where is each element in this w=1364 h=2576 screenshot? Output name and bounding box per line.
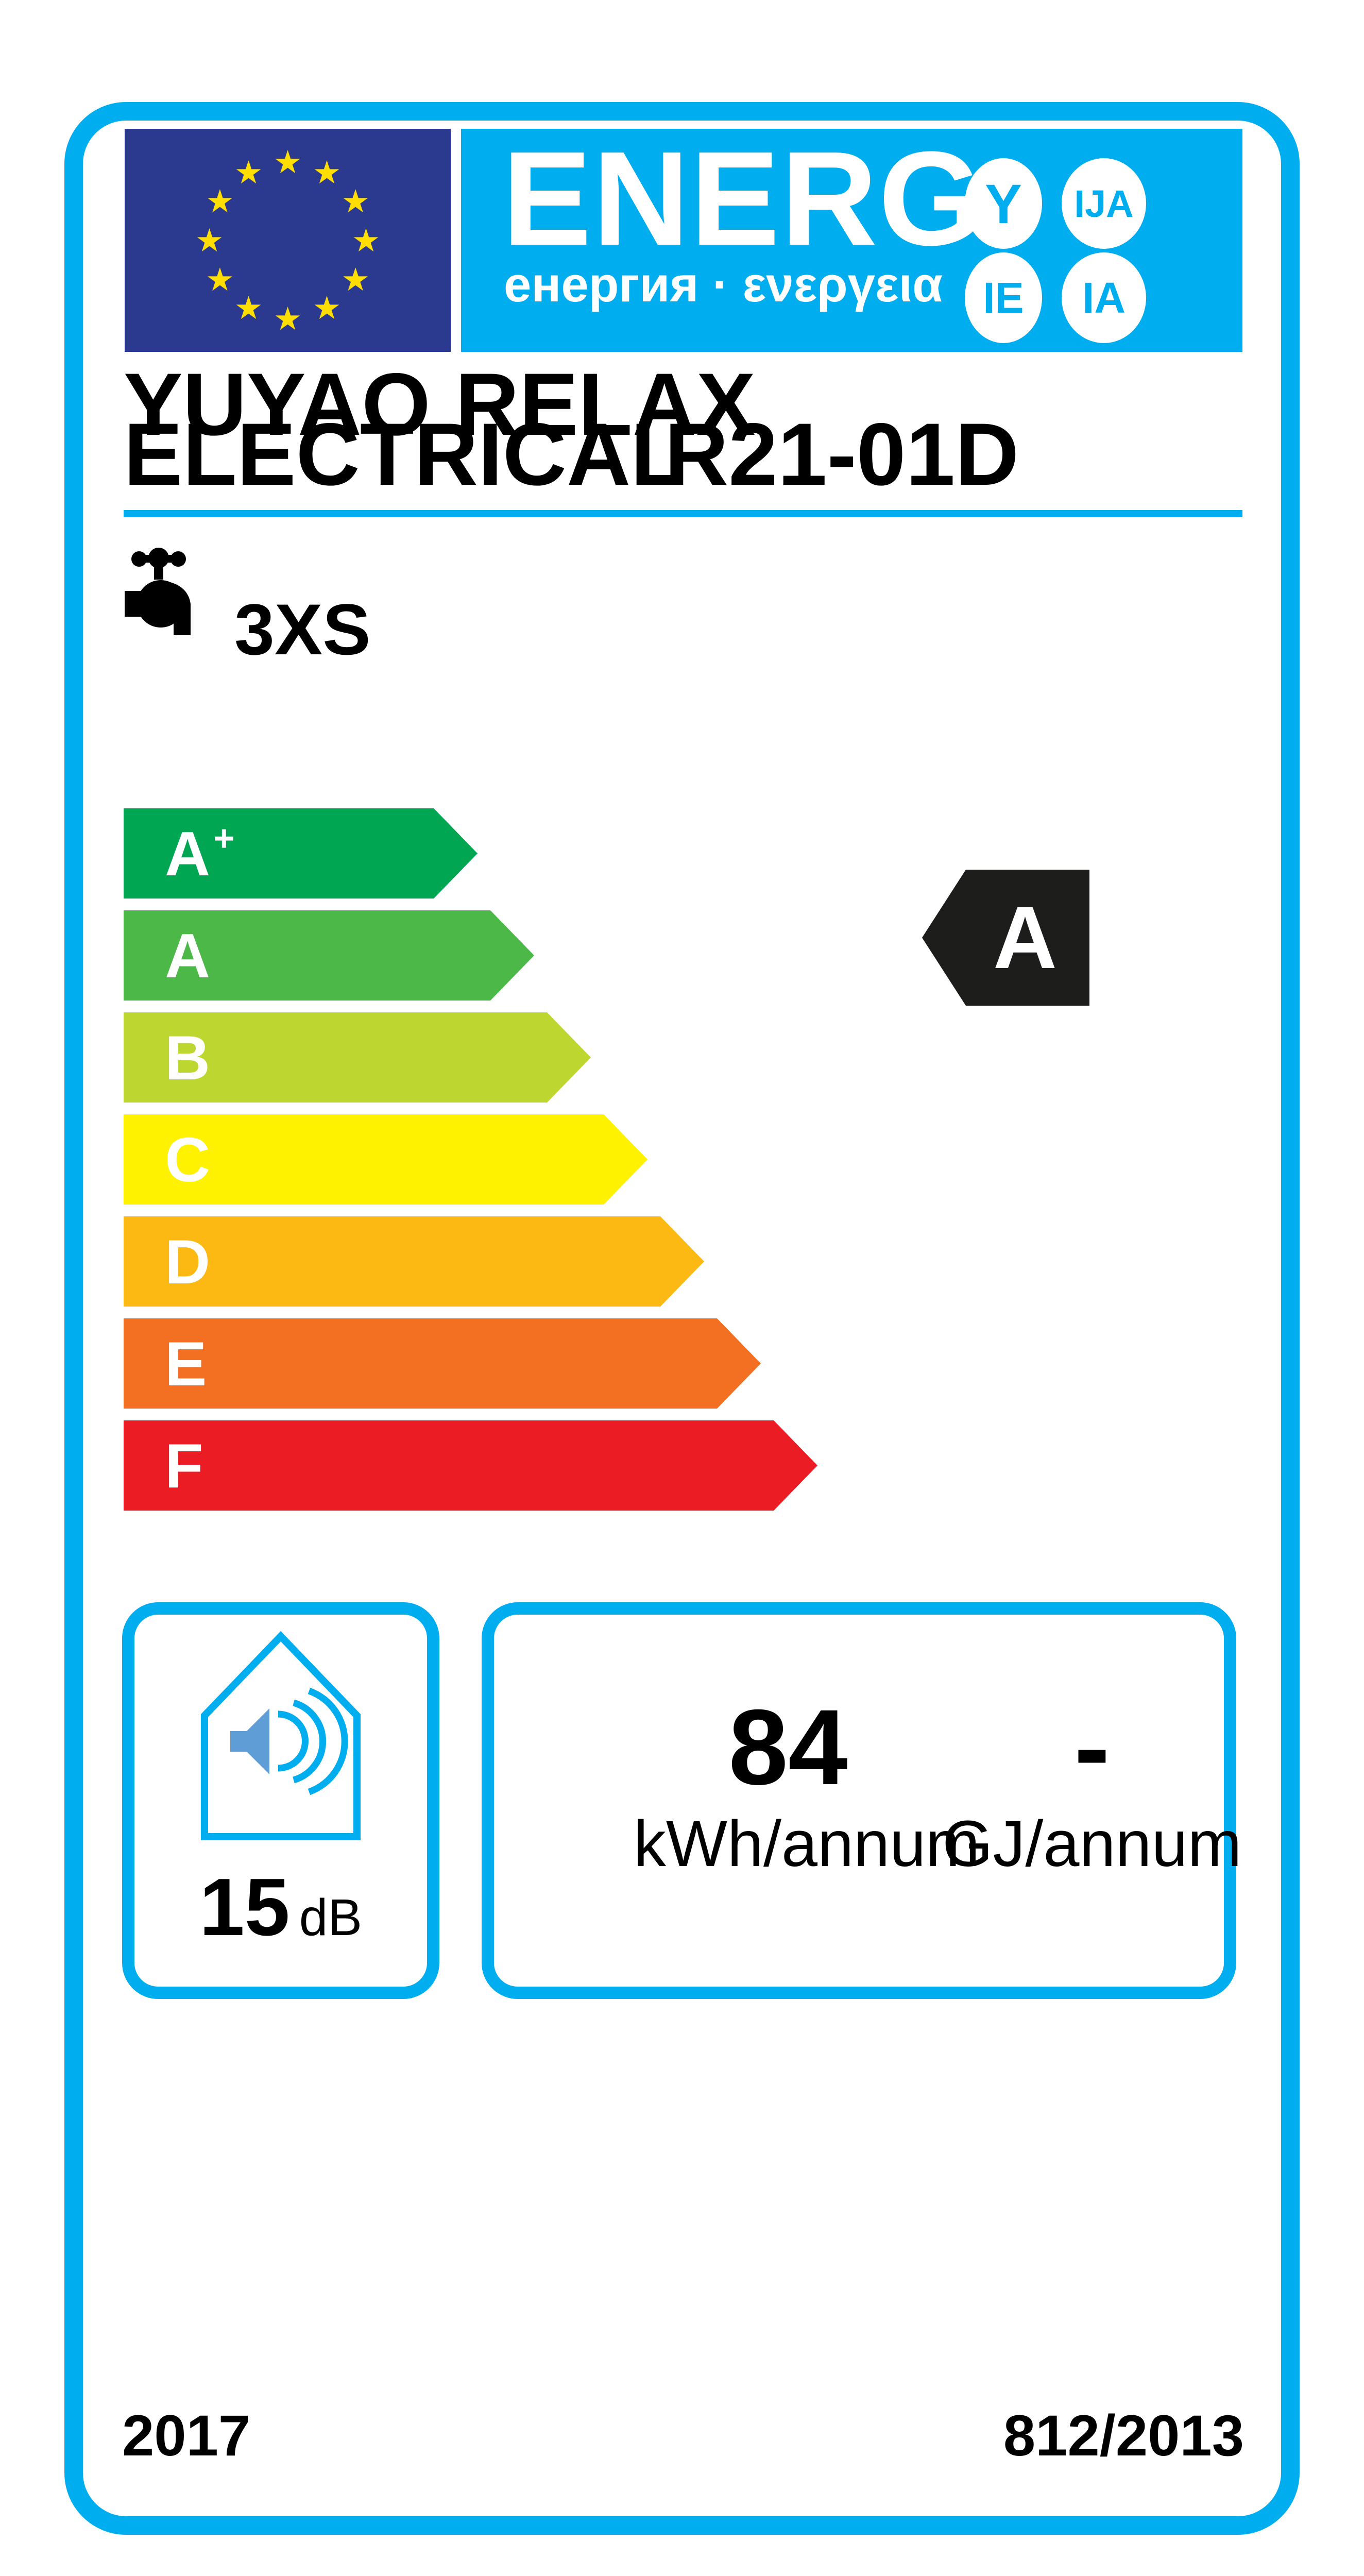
rating-bar-label: A [165,920,211,991]
rating-bar-c: C [124,1114,647,1205]
tap-icon-shapes [125,548,191,635]
rating-bar-label: B [165,1022,211,1093]
star-icon: ★ [312,289,342,327]
brand-name-line2: ELECTRICAL [124,405,685,504]
model-number: R21-01D [664,405,1019,504]
rating-bar-e: E [124,1318,761,1409]
star-icon: ★ [234,153,263,191]
energ-subtitle: енергия · ενεργεια [504,257,943,312]
language-circle-y-label: Y [984,172,1022,235]
language-circle-ie: IE [965,252,1042,343]
rating-bar-label: E [165,1328,207,1399]
language-circle-y: Y [965,158,1042,249]
rating-bar-b: B [124,1012,591,1103]
fuel-consumption-value: - [1074,1688,1110,1807]
electric-consumption-value: 84 [728,1688,848,1807]
rating-bar-a-plus: A + [124,808,478,899]
divider-rule [124,510,1242,517]
noise-unit: dB [299,1889,363,1946]
noise-box [122,1602,439,1999]
star-icon: ★ [351,221,381,259]
load-profile-size: 3XS [234,589,371,670]
noise-level: 15 dB [122,1861,439,1954]
brand-name-line1: YUYAO RELAX [124,355,756,454]
language-circle-ija: IJA [1062,158,1146,249]
sound-wave-arcs-icon [278,1687,348,1795]
language-circle-ia-label: IA [1082,273,1126,322]
house-outline-icon [201,1631,361,1840]
language-circle-ia: IA [1062,252,1146,343]
rating-bar-label: A [165,818,211,889]
star-icon: ★ [195,221,224,259]
house-sound-icon [201,1631,361,1840]
star-icon: ★ [206,182,234,220]
tap-icon [125,548,191,635]
star-icon: ★ [312,153,342,191]
fuel-consumption-unit: GJ/annum [942,1807,1242,1880]
rating-indicator-label: A [993,888,1058,987]
eu-flag: ★ ★ ★ ★ ★ ★ ★ ★ ★ ★ ★ ★ [125,129,451,352]
energ-title: ENERG [502,124,984,274]
electric-consumption-unit: kWh/annum [634,1807,980,1880]
language-circle-ija-label: IJA [1074,182,1134,225]
noise-value: 15 [199,1862,290,1953]
speaker-icon [230,1708,269,1774]
star-icon: ★ [273,143,302,181]
rating-bar-d: D [124,1216,704,1307]
star-icon: ★ [206,260,234,298]
star-icon: ★ [273,299,302,337]
star-icon: ★ [234,289,263,327]
rating-bar-a: A [124,910,534,1001]
annual-consumption-box [482,1602,1236,1999]
rating-bar-label: D [165,1226,211,1297]
regulation-number: 812/2013 [1003,2403,1244,2468]
language-circle-ie-label: IE [983,273,1024,322]
label-year: 2017 [122,2403,251,2468]
star-icon: ★ [341,182,370,220]
rating-bar-label: F [165,1430,203,1501]
rating-bar-label: C [165,1124,211,1195]
rating-bar-f: F [124,1420,817,1511]
star-icon: ★ [341,260,370,298]
